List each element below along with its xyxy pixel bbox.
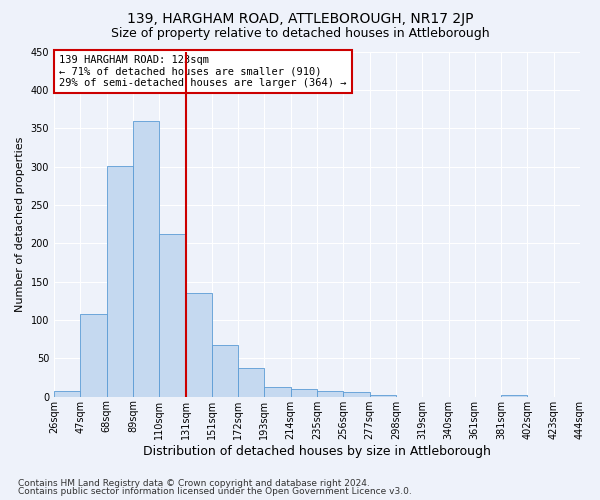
Bar [343, 392, 370, 396]
Bar [370, 395, 396, 396]
Bar [159, 234, 185, 396]
Bar [212, 344, 238, 397]
Bar [54, 390, 80, 396]
X-axis label: Distribution of detached houses by size in Attleborough: Distribution of detached houses by size … [143, 444, 491, 458]
Bar [185, 293, 212, 397]
Bar [80, 314, 107, 396]
Text: Contains HM Land Registry data © Crown copyright and database right 2024.: Contains HM Land Registry data © Crown c… [18, 478, 370, 488]
Bar [265, 386, 291, 396]
Bar [317, 390, 343, 396]
Text: Size of property relative to detached houses in Attleborough: Size of property relative to detached ho… [110, 28, 490, 40]
Text: 139, HARGHAM ROAD, ATTLEBOROUGH, NR17 2JP: 139, HARGHAM ROAD, ATTLEBOROUGH, NR17 2J… [127, 12, 473, 26]
Y-axis label: Number of detached properties: Number of detached properties [15, 136, 25, 312]
Bar [238, 368, 265, 396]
Bar [501, 395, 527, 396]
Bar [291, 389, 317, 396]
Bar [133, 120, 159, 396]
Bar [107, 166, 133, 396]
Text: 139 HARGHAM ROAD: 123sqm
← 71% of detached houses are smaller (910)
29% of semi-: 139 HARGHAM ROAD: 123sqm ← 71% of detach… [59, 55, 347, 88]
Text: Contains public sector information licensed under the Open Government Licence v3: Contains public sector information licen… [18, 487, 412, 496]
